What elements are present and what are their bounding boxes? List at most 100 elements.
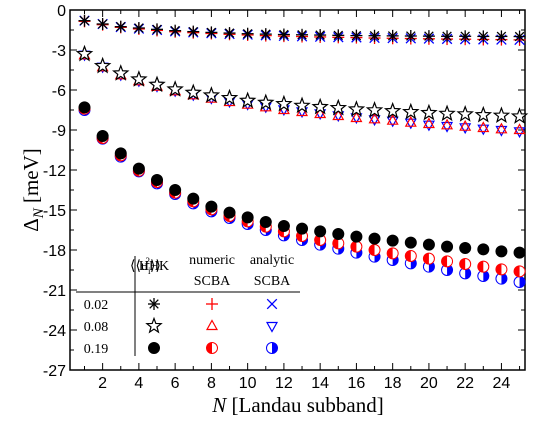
legend-marker xyxy=(148,342,160,354)
data-point xyxy=(132,162,145,175)
data-point xyxy=(441,240,454,253)
data-point xyxy=(329,98,348,116)
data-point xyxy=(169,184,182,196)
data-point xyxy=(169,24,182,37)
data-point xyxy=(296,28,309,41)
x-tick-label: 4 xyxy=(134,375,143,392)
data-point xyxy=(477,243,490,256)
data-point xyxy=(513,30,526,43)
data-point xyxy=(223,206,236,219)
x-tick-label: 16 xyxy=(348,375,366,392)
data-point xyxy=(422,120,435,132)
plot-frame xyxy=(69,9,526,371)
data-point xyxy=(78,101,91,114)
legend-marker xyxy=(266,342,278,354)
data-point xyxy=(112,64,130,81)
data-point xyxy=(78,14,91,27)
data-point xyxy=(151,174,164,186)
data-point xyxy=(441,121,454,133)
series-filled-circle xyxy=(78,101,526,259)
series-triangle-down xyxy=(78,50,526,139)
data-point xyxy=(132,22,145,34)
legend-marker xyxy=(266,298,278,310)
data-point xyxy=(241,27,254,40)
data-point xyxy=(459,258,472,270)
y-tick-label: -15 xyxy=(43,203,66,220)
data-point xyxy=(492,106,511,124)
legend-col-numeric-bottom: SCBA xyxy=(194,274,231,289)
x-tick-label: 10 xyxy=(239,375,257,392)
legend-marker xyxy=(265,321,279,333)
x-axis-title: N [Landau subband] xyxy=(211,393,383,417)
data-point xyxy=(386,116,399,128)
y-tick-label: -12 xyxy=(43,163,66,180)
data-point xyxy=(441,30,454,43)
data-point xyxy=(513,127,526,139)
data-point xyxy=(275,94,293,112)
data-point xyxy=(293,96,311,114)
data-point xyxy=(513,246,526,259)
series-asterisk xyxy=(78,14,526,43)
data-point xyxy=(365,101,384,118)
y-tick-label: -21 xyxy=(43,283,66,300)
data-point xyxy=(422,117,435,129)
data-point xyxy=(277,220,290,232)
legend-marker xyxy=(205,319,219,331)
y-tick-label: -9 xyxy=(52,123,66,140)
data-points xyxy=(75,14,529,288)
data-point xyxy=(350,29,363,42)
legend-col-analytic-bottom: SCBA xyxy=(254,274,291,289)
y-tick-label: -3 xyxy=(52,43,66,60)
legend-row-1: 0.08 xyxy=(84,320,109,335)
data-point xyxy=(96,18,109,30)
data-point xyxy=(386,29,399,42)
data-point xyxy=(75,44,94,62)
data-point xyxy=(422,252,435,265)
data-point xyxy=(441,264,454,276)
data-point xyxy=(420,103,438,121)
data-point xyxy=(459,242,472,254)
data-point xyxy=(422,30,435,43)
data-point xyxy=(404,236,417,249)
data-point xyxy=(404,250,417,262)
data-point xyxy=(96,130,109,142)
data-point xyxy=(314,107,327,119)
data-point xyxy=(166,80,184,97)
series-triangle-up xyxy=(78,48,526,135)
y-tick-labels: 0 -3 -6 -9 -12 -15 -18 -21 -24 -27 xyxy=(43,3,66,380)
data-point xyxy=(220,88,239,106)
data-point xyxy=(438,104,456,122)
data-point xyxy=(93,56,112,74)
data-point xyxy=(477,124,490,136)
data-point xyxy=(202,86,221,103)
data-point xyxy=(477,121,490,133)
x-tick-label: 2 xyxy=(98,375,107,392)
axis-ticks xyxy=(70,9,525,371)
data-point xyxy=(495,263,508,276)
x-tick-label: 22 xyxy=(456,375,474,392)
data-point xyxy=(277,28,290,41)
data-point xyxy=(495,30,508,43)
data-point xyxy=(456,105,474,122)
data-point xyxy=(495,122,508,134)
data-point xyxy=(296,222,309,235)
data-point xyxy=(151,23,164,36)
data-point xyxy=(510,107,529,124)
data-point xyxy=(368,232,381,245)
data-point xyxy=(368,112,381,124)
data-point xyxy=(383,101,402,119)
data-point xyxy=(459,123,472,135)
data-point xyxy=(187,25,200,38)
data-point xyxy=(459,267,472,280)
data-point xyxy=(513,276,526,288)
y-tick-label: -6 xyxy=(52,83,66,100)
data-point xyxy=(311,97,329,115)
data-point xyxy=(477,30,490,43)
data-point xyxy=(368,29,381,42)
legend-col-analytic-top: analytic xyxy=(250,253,294,268)
data-point xyxy=(114,147,127,160)
data-point xyxy=(314,29,327,42)
data-point xyxy=(259,216,272,228)
legend-row-2: 0.19 xyxy=(84,342,109,357)
data-point xyxy=(422,238,435,251)
